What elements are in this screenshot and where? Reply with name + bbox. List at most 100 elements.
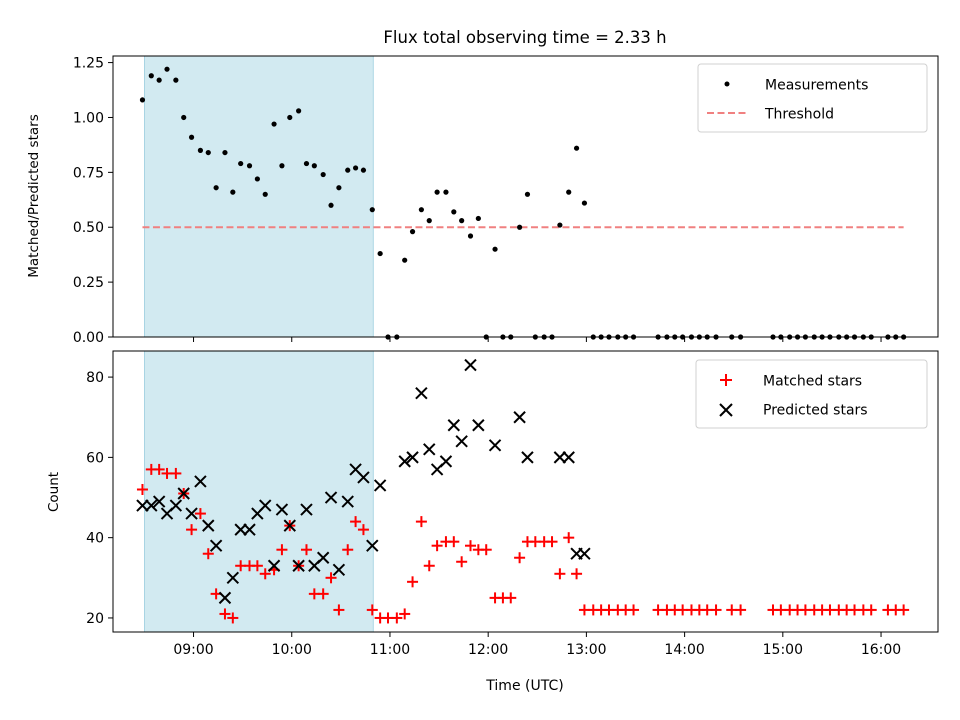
measurement-point (352, 165, 359, 171)
x-tick-label: 12:00 (468, 642, 508, 658)
measurement-point (246, 163, 253, 169)
bottom-panel: 20 40 60 80 09:00 10:00 11:00 12:00 13:00 14:00 1… (46, 350, 939, 694)
x-tick-label: 15:00 (763, 642, 803, 658)
matched-star-point (465, 540, 476, 552)
top-legend-box (697, 63, 928, 133)
predicted-star-point (218, 591, 232, 605)
predicted-star-point (562, 451, 575, 464)
legend-matched-label: Matched stars (763, 374, 862, 390)
predicted-stars-series (136, 358, 591, 605)
matched-star-point (202, 548, 214, 560)
matched-star-point (251, 560, 263, 572)
predicted-star-point (194, 475, 207, 488)
predicted-star-point (373, 479, 387, 492)
predicted-star-point (488, 439, 502, 452)
measurement-point (287, 114, 293, 121)
x-tick-label: 16:00 (861, 642, 901, 658)
predicted-star-point (169, 499, 183, 512)
top-y-tick-label: 1.00 (73, 110, 104, 126)
matched-star-point (342, 544, 354, 556)
predicted-star-point (324, 491, 338, 504)
matched-star-point (628, 604, 640, 616)
matched-star-point (423, 560, 435, 572)
measurement-point (311, 163, 317, 169)
measurement-point (475, 215, 481, 222)
matched-star-point (186, 524, 198, 536)
predicted-star-point (209, 539, 223, 552)
measurement-point (418, 207, 424, 213)
predicted-star-point (513, 411, 526, 424)
predicted-star-point (316, 551, 330, 564)
predicted-star-point (234, 523, 247, 536)
bottom-y-tick-label: 80 (86, 370, 104, 386)
predicted-star-point (521, 451, 534, 464)
bottom-y-tick-label: 60 (86, 450, 104, 466)
bottom-y-axis-label: Count (46, 472, 62, 512)
measurement-point (360, 167, 367, 173)
top-y-tick-label: 1.25 (73, 56, 104, 72)
matched-star-point (431, 540, 443, 552)
predicted-star-point (553, 451, 567, 464)
measurement-point (426, 218, 432, 224)
measurement-point (459, 218, 465, 224)
legend-measurements-marker (724, 81, 730, 87)
x-tick-label: 10:00 (272, 642, 312, 658)
predicted-star-point (341, 495, 354, 508)
measurement-point (303, 160, 310, 167)
measurement-point (573, 145, 580, 151)
matched-star-point (350, 516, 362, 528)
measurement-point (566, 189, 572, 195)
predicted-star-point (267, 559, 281, 572)
x-axis-label: Time (UTC) (485, 678, 563, 694)
matched-star-point (480, 544, 492, 556)
top-y-axis-label: Matched/Predicted stars (26, 114, 42, 277)
top-y-tick-label: 0.00 (73, 330, 104, 346)
matched-star-point (325, 572, 337, 584)
predicted-star-point (202, 519, 215, 532)
top-shaded-interval (144, 55, 374, 338)
predicted-star-point (398, 455, 411, 468)
matched-star-point (227, 612, 239, 624)
bottom-y-tick-label: 20 (86, 611, 104, 627)
measurement-point (173, 77, 179, 83)
matched-star-point (546, 536, 558, 548)
predicted-star-point (439, 455, 453, 468)
predicted-star-point (226, 571, 240, 585)
predicted-star-point (447, 419, 461, 432)
legend-predicted-marker (719, 403, 733, 417)
matched-star-point (898, 604, 910, 616)
matched-star-point (317, 588, 329, 600)
predicted-star-point (177, 487, 190, 500)
measurement-point (492, 246, 498, 252)
predicted-star-point (423, 443, 436, 456)
measurement-point (320, 171, 326, 178)
top-legend: Measurements Threshold (697, 63, 928, 133)
predicted-star-point (578, 547, 591, 560)
predicted-star-point (472, 419, 485, 432)
measurement-point (409, 229, 416, 235)
matched-star-point (514, 552, 526, 564)
bottom-shaded-interval (144, 350, 374, 633)
top-y-tick-label: 0.25 (73, 275, 104, 291)
measurement-point (328, 202, 334, 208)
measurement-point (181, 114, 187, 121)
matched-star-point (391, 612, 403, 624)
matched-star-point (136, 483, 148, 495)
matched-star-point (505, 592, 517, 604)
x-tick-label: 11:00 (370, 642, 410, 658)
matched-star-point (333, 604, 345, 616)
predicted-star-point (464, 358, 477, 372)
bottom-y-tick-label: 40 (86, 531, 104, 547)
legend-threshold-label: Threshold (764, 107, 834, 123)
top-panel: 0.00 0.25 0.50 0.75 1.00 1.25 Matched/Predict… (26, 55, 939, 346)
bottom-legend: Matched stars Predicted stars (695, 359, 928, 429)
measurement-point (139, 97, 146, 103)
predicted-star-point (332, 563, 346, 576)
predicted-star-point (292, 559, 305, 572)
matched-star-point (170, 467, 182, 479)
measurement-point (213, 185, 219, 191)
matched-star-point (865, 604, 877, 616)
measurement-point (524, 191, 531, 197)
matched-star-point (415, 516, 427, 528)
